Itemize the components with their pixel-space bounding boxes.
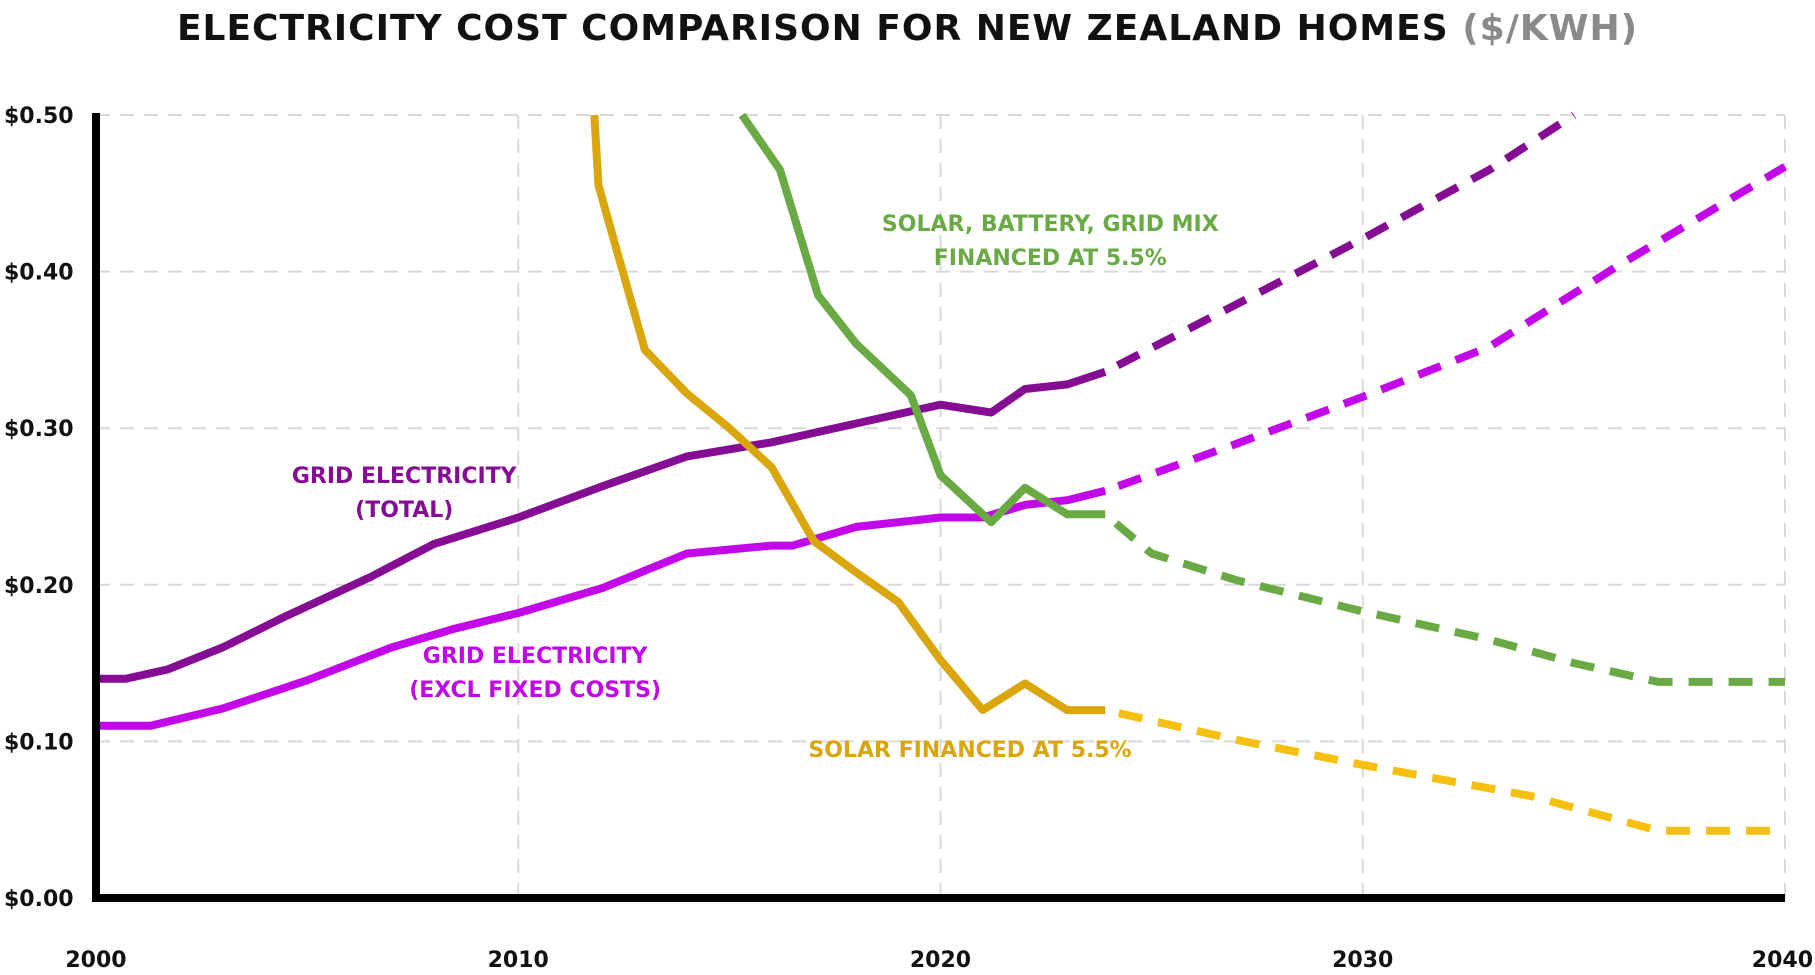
y-tick-label: $0.50 <box>4 104 74 129</box>
y-tick-label: $0.00 <box>4 887 74 912</box>
series-line-projected-0 <box>1103 111 1577 376</box>
y-tick-label: $0.10 <box>4 730 74 755</box>
chart-title: Electricity Cost Comparison for New Zeal… <box>0 8 1815 49</box>
series-line-projected-3 <box>1104 706 1785 835</box>
series-labels: Grid Electricity (total) Grid Electricity (… <box>292 212 1219 763</box>
series-label-0: Grid Electricity <box>292 464 518 489</box>
series-line-actual-2 <box>738 112 1106 527</box>
series-line-projected-1 <box>1103 163 1788 495</box>
series-label-2: Solar, Battery, Grid Mix <box>882 212 1219 237</box>
grid-lines <box>96 114 1786 898</box>
chart-title-unit: ($/kWh) <box>1462 8 1639 49</box>
y-tick-label: $0.30 <box>4 417 74 442</box>
x-tick-label: 2000 <box>65 948 126 973</box>
chart-title-text: Electricity Cost Comparison for New Zeal… <box>176 8 1449 49</box>
series-label-2: financed at 5.5% <box>934 246 1167 271</box>
series-label-0: (total) <box>355 498 453 523</box>
x-tick-label: 2030 <box>1332 948 1393 973</box>
series-label-1: Grid Electricity <box>423 644 649 669</box>
y-tick-label: $0.40 <box>4 261 74 286</box>
x-tick-label: 2010 <box>488 948 549 973</box>
y-tick-label: $0.20 <box>4 574 74 599</box>
series-line-actual-3 <box>590 114 1106 715</box>
series-label-3: Solar financed at 5.5% <box>808 738 1131 763</box>
axes <box>92 113 1785 902</box>
series-line-projected-2 <box>1102 511 1785 686</box>
series-lines <box>96 111 1788 835</box>
series-label-1: (excl fixed costs) <box>409 678 661 703</box>
series-line-actual-0 <box>96 368 1107 683</box>
x-tick-label: 2040 <box>1752 948 1813 973</box>
tick-labels: $0.00 $0.10 $0.20 $0.30 $0.40 $0.50 2000 2010 20… <box>4 104 1813 973</box>
x-tick-label: 2020 <box>910 948 971 973</box>
